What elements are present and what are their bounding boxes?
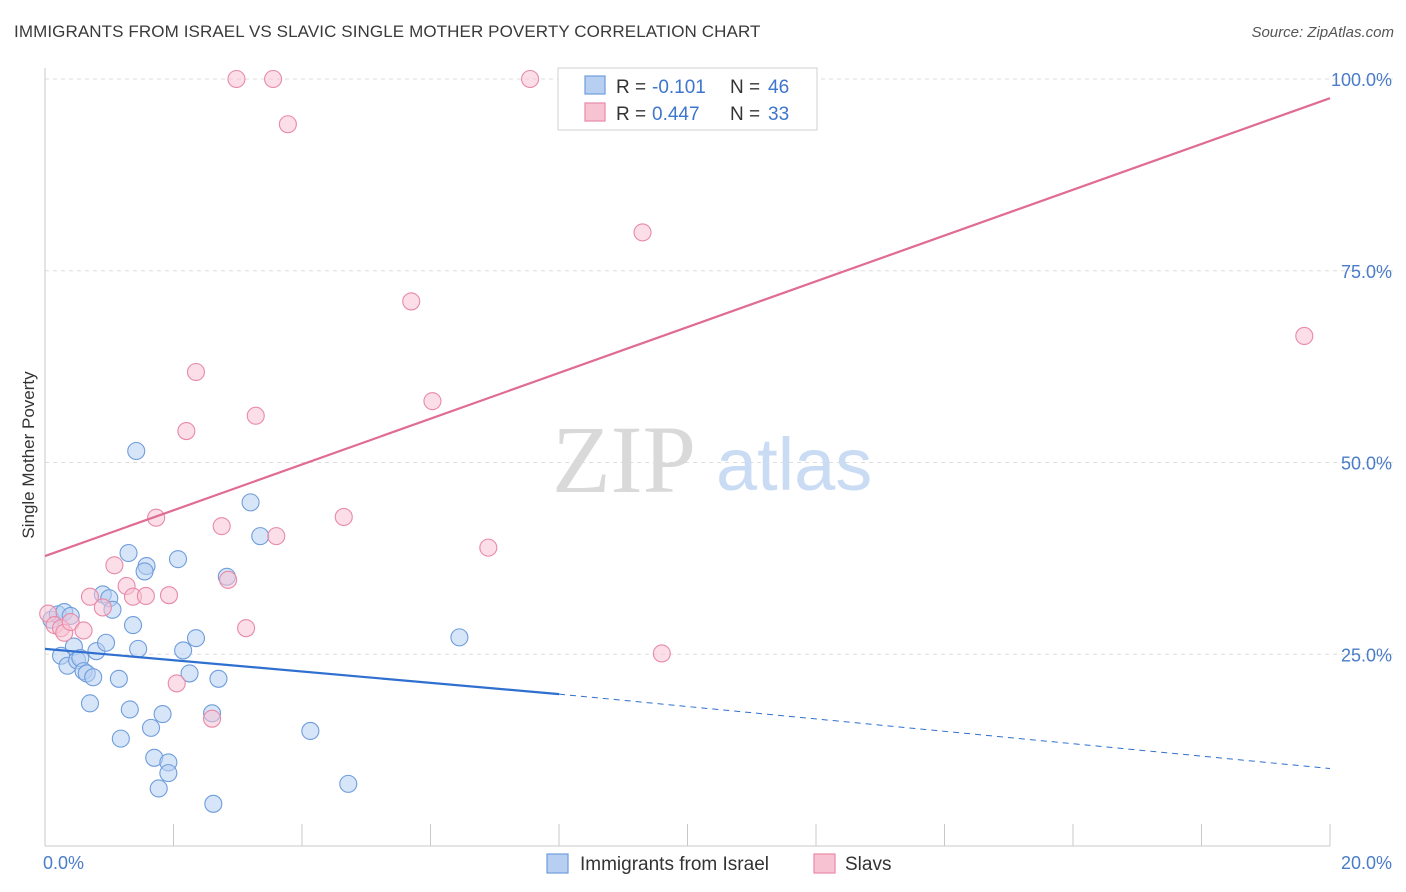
- data-point-slavs: [93, 598, 112, 617]
- data-point-israel: [180, 664, 199, 683]
- data-point-israel: [174, 641, 193, 660]
- data-point-slavs: [278, 115, 297, 134]
- data-point-slavs: [267, 527, 286, 546]
- legend-slavs-n-value: 33: [768, 104, 789, 125]
- series-israel-points: [42, 441, 469, 813]
- legend-series: Immigrants from Israel Slavs: [546, 853, 891, 875]
- data-point-slavs: [159, 586, 179, 605]
- data-point-slavs: [203, 709, 222, 728]
- data-point-slavs: [423, 392, 442, 411]
- gridlines: [45, 78, 1394, 655]
- legend-slavs-r-label: R =: [616, 104, 646, 125]
- watermark: ZIP atlas: [552, 406, 872, 513]
- legend-israel-r-label: R =: [616, 77, 646, 98]
- data-point-slavs: [633, 223, 652, 242]
- source-credit: Source: ZipAtlas.com: [1251, 24, 1394, 41]
- legend-slavs-r-value: 0.447: [652, 104, 700, 125]
- data-point-israel: [96, 633, 116, 652]
- data-point-slavs: [212, 517, 231, 536]
- y-tick-label: 25.0%: [1341, 645, 1392, 665]
- data-point-slavs: [147, 508, 166, 527]
- legend-israel-n-value: 46: [768, 77, 789, 98]
- legend-israel-swatch: [584, 75, 606, 95]
- data-point-israel: [80, 694, 100, 713]
- trend-lines: [44, 97, 1331, 770]
- data-point-israel: [127, 441, 146, 461]
- y-axis-title: Single Mother Poverty: [19, 371, 38, 539]
- data-point-slavs: [479, 538, 498, 557]
- data-point-israel: [135, 562, 154, 581]
- data-point-slavs: [136, 586, 155, 606]
- data-point-israel: [168, 550, 188, 569]
- data-point-israel: [204, 794, 223, 813]
- legend-bottom-israel-label: Immigrants from Israel: [580, 854, 769, 875]
- data-point-slavs: [186, 362, 206, 382]
- legend-bottom-slavs-label: Slavs: [845, 854, 891, 875]
- data-point-slavs: [219, 570, 238, 589]
- data-point-slavs: [167, 674, 186, 693]
- data-point-slavs: [105, 556, 124, 575]
- data-point-israel: [159, 764, 178, 783]
- series-slavs-points: [39, 69, 1314, 728]
- data-point-israel: [209, 669, 228, 688]
- data-point-slavs: [177, 422, 196, 441]
- data-point-israel: [301, 721, 320, 741]
- data-point-slavs: [80, 587, 100, 606]
- data-point-slavs: [264, 69, 283, 89]
- legend-israel-r-value: -0.101: [652, 77, 706, 98]
- x-tick-label: 20.0%: [1341, 853, 1392, 873]
- trend-line-israel: [44, 647, 560, 696]
- data-point-israel: [141, 718, 161, 737]
- data-point-israel: [149, 779, 168, 798]
- data-point-israel: [129, 639, 148, 658]
- data-point-slavs: [1295, 326, 1314, 345]
- data-point-slavs: [652, 644, 671, 663]
- y-tick-label: 75.0%: [1341, 262, 1392, 282]
- data-point-israel: [123, 616, 143, 635]
- data-point-israel: [84, 668, 103, 687]
- legend-bottom-slavs-swatch: [813, 853, 836, 874]
- data-point-israel: [119, 543, 138, 563]
- data-point-israel: [186, 629, 206, 648]
- legend-israel-n-label: N =: [730, 77, 760, 98]
- chart-title: IMMIGRANTS FROM ISRAEL VS SLAVIC SINGLE …: [14, 22, 761, 41]
- data-point-israel: [153, 705, 172, 724]
- trend-line-slavs: [44, 97, 1331, 558]
- data-point-slavs: [334, 507, 353, 527]
- legend-slavs-swatch: [584, 102, 606, 122]
- data-point-israel: [251, 527, 270, 546]
- axes: [44, 68, 1331, 847]
- legend-slavs-n-label: N =: [730, 104, 760, 125]
- y-tick-label: 100.0%: [1331, 70, 1392, 90]
- data-point-slavs: [227, 69, 246, 89]
- watermark-atlas: atlas: [716, 423, 872, 506]
- data-point-slavs: [402, 292, 421, 311]
- data-point-slavs: [61, 612, 80, 632]
- data-point-israel: [111, 729, 130, 748]
- data-point-israel: [241, 493, 260, 512]
- legend-bottom-israel-swatch: [546, 853, 569, 874]
- x-tick-labels: 0.0% 20.0%: [43, 853, 1392, 873]
- data-point-slavs: [521, 69, 540, 89]
- data-point-slavs: [246, 406, 265, 425]
- y-tick-label: 50.0%: [1341, 454, 1392, 474]
- trend-line-israel-extension: [558, 693, 1331, 770]
- data-point-israel: [450, 628, 469, 647]
- legend-stats: R = -0.101 N = 46 R = 0.447 N = 33: [557, 67, 818, 131]
- watermark-zip: ZIP: [552, 406, 696, 513]
- data-point-slavs: [237, 619, 256, 638]
- data-point-israel: [339, 774, 358, 793]
- data-point-slavs: [74, 621, 93, 640]
- x-tick-label: 0.0%: [43, 853, 84, 873]
- data-point-israel: [120, 700, 139, 719]
- data-point-israel: [109, 669, 128, 688]
- y-tick-labels: 25.0% 50.0% 75.0% 100.0%: [1331, 70, 1392, 665]
